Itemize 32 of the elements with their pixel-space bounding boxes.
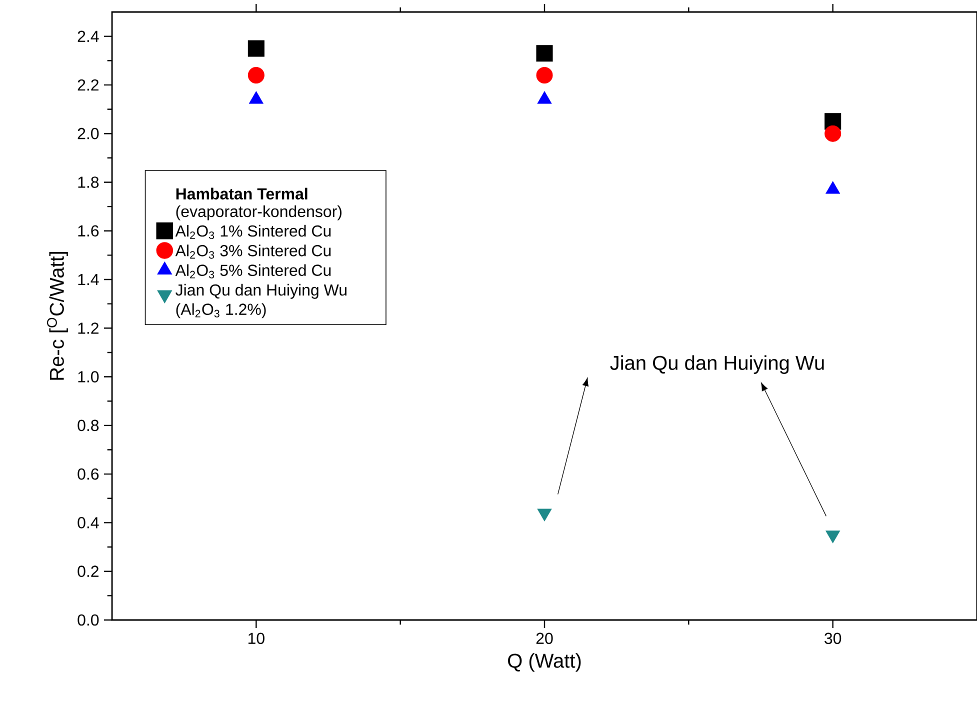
x-tick-label: 10 [248, 632, 264, 644]
point [824, 125, 842, 142]
point [248, 66, 264, 84]
legend-title: Hambatan Termal [176, 188, 308, 200]
point [537, 508, 552, 522]
point [826, 530, 840, 544]
point [536, 45, 553, 62]
y-tick-label: 1.0 [78, 371, 99, 382]
x-tick-label: 30 [824, 632, 842, 644]
y-tick-label: 1.4 [78, 274, 99, 286]
y-tick-label: 1.2 [78, 322, 98, 334]
y-tick-label: 0.6 [78, 468, 99, 480]
point [248, 40, 264, 57]
point [536, 66, 553, 84]
y-tick-label: 1.8 [78, 176, 99, 188]
y-axis-title: Re-c [$^{O}$C/Watt] [47, 252, 68, 380]
legend-label: Al$_{2}$O$_{3}$ 3% Sintered Cu [175, 244, 331, 259]
y-tick-label: 2.0 [78, 128, 99, 140]
y-tick-label: 0.8 [78, 420, 99, 432]
y-tick-label: 2.4 [78, 30, 99, 42]
y-tick-label: 0.4 [78, 517, 99, 528]
legend-label: Al$_{2}$O$_{3}$ 1% Sintered Cu [175, 224, 331, 240]
y-tick-label: 1.6 [78, 225, 99, 237]
legend-label: Jian Qu dan Huiying Wu (Al$_{2}$O$_{3}$ 1.2%) [176, 284, 346, 318]
y-tick-label: 0.0 [78, 614, 99, 626]
annotation: Jian Qu dan Huiying Wu [610, 355, 824, 374]
y-tick-label: 2.2 [78, 79, 98, 91]
x-tick-label: 20 [536, 632, 553, 644]
annotation: (evaporator-kondensor) [176, 205, 342, 220]
y-tick-label: 0.2 [78, 566, 98, 577]
x-axis-title: Q (Watt) [508, 653, 581, 672]
legend-label: Al$_{2}$O$_{3}$ 5% Sintered Cu [175, 264, 331, 278]
